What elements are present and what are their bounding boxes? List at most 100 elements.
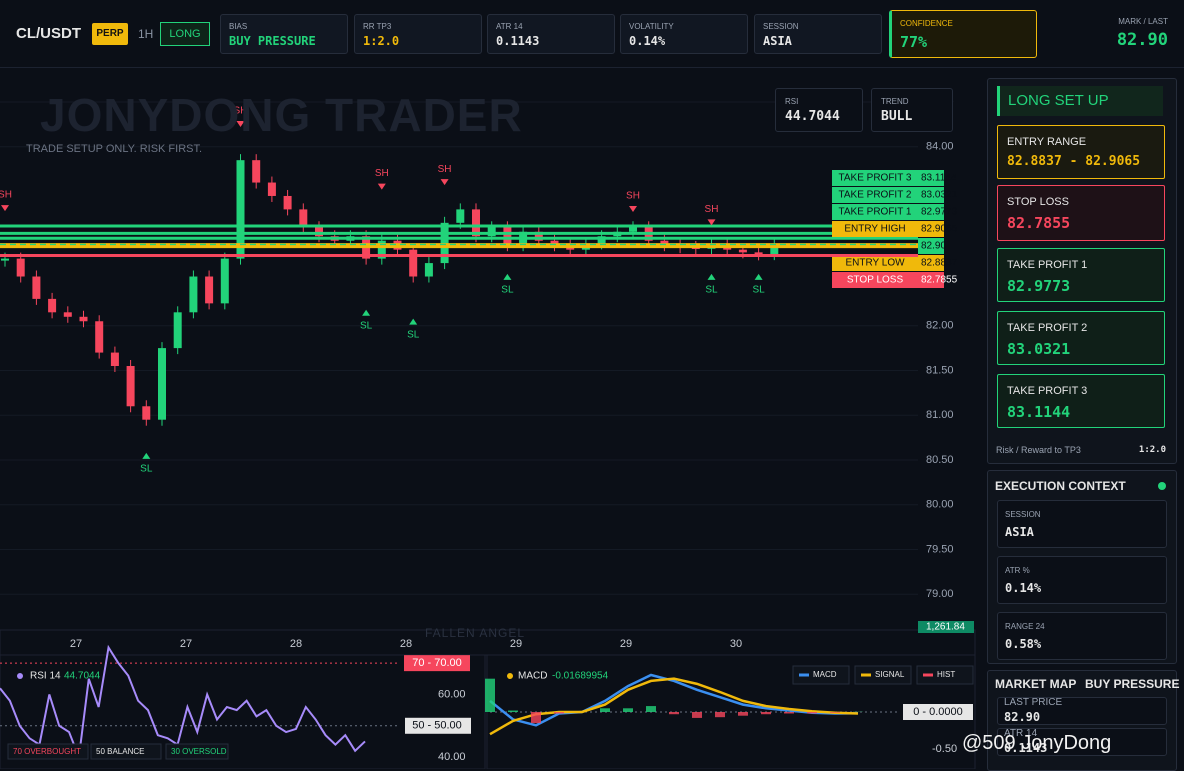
y-tick-label: 79.50 xyxy=(926,543,954,555)
marker-arrow xyxy=(629,206,637,212)
chart-subtitle: TRADE SETUP ONLY. RISK FIRST. xyxy=(26,143,202,155)
legend-dot xyxy=(17,673,23,679)
rsi-title: RSI 14 xyxy=(30,671,61,682)
candle xyxy=(252,160,260,182)
stat-value: ASIA xyxy=(763,34,792,48)
info-box: TREND BULL xyxy=(871,88,953,132)
level-price: 82.8837 xyxy=(921,258,958,269)
x-tick-label: 27 xyxy=(70,638,82,650)
chart-watermark: JONYDONG TRADER xyxy=(40,88,523,142)
label: LAST PRICE xyxy=(1004,697,1062,708)
value: 82.90 xyxy=(1004,710,1040,724)
level-label: TAKE PROFIT 1 xyxy=(839,207,912,218)
marker-arrow xyxy=(378,184,386,190)
level-price: 82.7855 xyxy=(921,275,958,286)
marker-label: SL xyxy=(705,285,718,296)
marker-arrow xyxy=(755,274,763,280)
candle xyxy=(32,277,40,299)
y-tick-label: 81.00 xyxy=(926,409,954,421)
marker-label: SH xyxy=(438,164,452,175)
marker-arrow xyxy=(708,274,716,280)
candle xyxy=(425,263,433,276)
info-value: BULL xyxy=(881,109,912,124)
marker-arrow xyxy=(362,310,370,316)
level-label: ENTRY HIGH xyxy=(844,224,905,235)
volume-label: 1,261.84 xyxy=(926,622,965,633)
hist-bar xyxy=(623,708,633,712)
label: TAKE PROFIT 3 xyxy=(1007,385,1087,397)
label: STOP LOSS xyxy=(1007,196,1069,208)
stat-value: 0.1143 xyxy=(496,34,539,48)
info-label: RSI xyxy=(785,97,798,106)
value: 83.1144 xyxy=(1007,403,1070,421)
x-tick-label: 27 xyxy=(180,638,192,650)
hist-bar xyxy=(508,711,518,712)
info-label: TREND xyxy=(881,97,909,106)
candle xyxy=(48,299,56,312)
legend-label: SIGNAL xyxy=(875,670,905,679)
marker-label: SH xyxy=(705,204,719,215)
direction: LONG xyxy=(160,22,210,46)
candle xyxy=(189,277,197,313)
stat-label: RR TP3 xyxy=(363,22,391,31)
candle xyxy=(1,259,9,261)
level-price: 83.0321 xyxy=(921,190,958,201)
y-tick-label: -0.50 xyxy=(932,743,957,755)
x-tick-label: 28 xyxy=(400,638,412,650)
y-tick-label: 82.00 xyxy=(926,320,954,332)
candle xyxy=(268,183,276,196)
y-tick-label: 79.00 xyxy=(926,588,954,600)
stat-value: BUY PRESSURE xyxy=(229,34,316,48)
level-price: 82.90 xyxy=(921,241,946,252)
candle xyxy=(488,227,496,236)
hist-bar xyxy=(485,679,495,712)
hist-bar xyxy=(807,712,817,713)
candle xyxy=(111,353,119,366)
stat-label: ATR 14 xyxy=(496,22,523,31)
legend-label: MACD xyxy=(813,670,837,679)
value: 83.0321 xyxy=(1007,340,1070,358)
hist-bar xyxy=(784,712,794,713)
candle xyxy=(221,259,229,304)
hist-bar xyxy=(830,712,840,713)
candle xyxy=(409,250,417,277)
candle xyxy=(205,277,213,304)
marker-label: SL xyxy=(140,464,153,475)
candle xyxy=(456,209,464,222)
level-label: STOP LOSS xyxy=(847,275,904,286)
candle xyxy=(315,227,323,236)
marker-arrow xyxy=(142,453,150,459)
legend-label: 30 OVERSOLD xyxy=(171,747,227,756)
candle xyxy=(158,348,166,420)
value: ASIA xyxy=(1005,525,1034,539)
label: RANGE 24 xyxy=(1005,622,1045,631)
label: SESSION xyxy=(1005,510,1041,519)
hist-bar xyxy=(554,712,564,713)
rsi-current: 44.7044 xyxy=(64,671,101,682)
hist-bar xyxy=(646,706,656,712)
y-tick-label: 60.00 xyxy=(438,688,466,700)
context-item: SESSION ASIA xyxy=(997,500,1167,548)
value: 82.8837 - 82.9065 xyxy=(1007,154,1140,169)
marker-arrow xyxy=(503,274,511,280)
label: TAKE PROFIT 1 xyxy=(1007,259,1087,271)
context-title: EXECUTION CONTEXT xyxy=(995,479,1126,493)
badge: PERP xyxy=(92,23,128,45)
context-item: ATR %0.14% xyxy=(997,556,1167,604)
level-label: ENTRY LOW xyxy=(845,258,905,269)
marker-label: SH xyxy=(0,190,12,201)
legend-label: HIST xyxy=(937,670,955,679)
candle xyxy=(127,366,135,406)
x-tick-label: 28 xyxy=(290,638,302,650)
value: 0.58% xyxy=(1005,637,1041,651)
zero-label: 0 - 0.0000 xyxy=(913,706,963,718)
timeframe[interactable]: 1H xyxy=(138,27,153,41)
market-item: LAST PRICE 82.90 xyxy=(997,697,1167,725)
marker-label: SH xyxy=(375,168,389,179)
candle xyxy=(629,227,637,231)
